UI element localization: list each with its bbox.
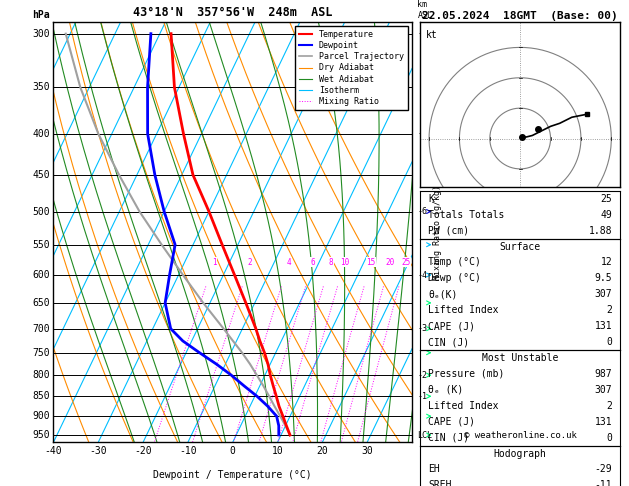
Text: 400: 400 — [32, 129, 50, 139]
Text: CAPE (J): CAPE (J) — [428, 417, 475, 427]
Text: © weatheronline.co.uk: © weatheronline.co.uk — [464, 431, 577, 440]
Text: km
ASL: km ASL — [418, 0, 432, 20]
Text: θₑ (K): θₑ (K) — [428, 385, 464, 395]
Text: Most Unstable: Most Unstable — [482, 353, 559, 363]
Text: 300: 300 — [32, 29, 50, 39]
Text: 0: 0 — [230, 447, 236, 456]
Text: 6: 6 — [311, 258, 315, 266]
Text: 307: 307 — [594, 385, 612, 395]
Text: -30: -30 — [89, 447, 107, 456]
Text: Temp (°C): Temp (°C) — [428, 258, 481, 267]
Text: 8: 8 — [328, 258, 333, 266]
Text: Hodograph: Hodograph — [494, 449, 547, 458]
Text: 1.88: 1.88 — [589, 226, 612, 236]
Text: 500: 500 — [32, 207, 50, 217]
Legend: Temperature, Dewpoint, Parcel Trajectory, Dry Adiabat, Wet Adiabat, Isotherm, Mi: Temperature, Dewpoint, Parcel Trajectory… — [296, 26, 408, 110]
Text: 700: 700 — [32, 324, 50, 334]
Text: 850: 850 — [32, 391, 50, 401]
Text: Dewpoint / Temperature (°C): Dewpoint / Temperature (°C) — [153, 469, 312, 480]
Text: 12: 12 — [601, 258, 612, 267]
Text: 22.05.2024  18GMT  (Base: 00): 22.05.2024 18GMT (Base: 00) — [422, 11, 618, 21]
Text: CIN (J): CIN (J) — [428, 337, 469, 347]
Text: 987: 987 — [594, 369, 612, 379]
Text: -20: -20 — [134, 447, 152, 456]
Text: 2: 2 — [606, 401, 612, 411]
Text: Mixing Ratio (g/kg): Mixing Ratio (g/kg) — [433, 185, 442, 279]
Text: Totals Totals: Totals Totals — [428, 209, 504, 220]
Text: Dewp (°C): Dewp (°C) — [428, 273, 481, 283]
Text: 307: 307 — [594, 289, 612, 299]
Text: -4: -4 — [418, 271, 427, 279]
Text: kt: kt — [426, 30, 438, 40]
Text: -7: -7 — [418, 129, 427, 139]
Text: PW (cm): PW (cm) — [428, 226, 469, 236]
Text: 750: 750 — [32, 347, 50, 358]
Text: SREH: SREH — [428, 480, 452, 486]
Text: 49: 49 — [601, 209, 612, 220]
Text: 0: 0 — [606, 337, 612, 347]
Text: Lifted Index: Lifted Index — [428, 401, 499, 411]
Text: Lifted Index: Lifted Index — [428, 305, 499, 315]
Text: 600: 600 — [32, 270, 50, 280]
Text: 800: 800 — [32, 370, 50, 380]
Text: 0: 0 — [606, 433, 612, 443]
Text: 20: 20 — [386, 258, 395, 266]
Text: 25: 25 — [601, 194, 612, 204]
Text: 950: 950 — [32, 430, 50, 440]
Text: 2: 2 — [248, 258, 252, 266]
Text: -1: -1 — [418, 392, 427, 401]
Text: 350: 350 — [32, 82, 50, 92]
Text: -11: -11 — [594, 480, 612, 486]
Text: 131: 131 — [594, 321, 612, 331]
Text: LCL: LCL — [418, 431, 432, 439]
Text: -6: -6 — [418, 207, 427, 216]
Text: 30: 30 — [361, 447, 373, 456]
Text: 25: 25 — [401, 258, 410, 266]
Text: -29: -29 — [594, 465, 612, 474]
Title: 43°18'N  357°56'W  248m  ASL: 43°18'N 357°56'W 248m ASL — [133, 6, 333, 19]
Text: 15: 15 — [366, 258, 376, 266]
Text: hPa: hPa — [32, 10, 50, 20]
Text: 2: 2 — [606, 305, 612, 315]
Text: K: K — [428, 194, 434, 204]
Text: 650: 650 — [32, 298, 50, 308]
Text: 1: 1 — [212, 258, 216, 266]
Text: 550: 550 — [32, 240, 50, 250]
Text: 450: 450 — [32, 170, 50, 180]
Text: -2: -2 — [418, 371, 427, 380]
Text: -10: -10 — [179, 447, 197, 456]
Text: -8: -8 — [418, 29, 427, 38]
Text: 10: 10 — [340, 258, 349, 266]
Text: θₑ(K): θₑ(K) — [428, 289, 457, 299]
Text: 900: 900 — [32, 411, 50, 421]
Text: EH: EH — [428, 465, 440, 474]
Text: Pressure (mb): Pressure (mb) — [428, 369, 504, 379]
Text: 20: 20 — [316, 447, 328, 456]
Text: -3: -3 — [418, 324, 427, 333]
Text: CIN (J): CIN (J) — [428, 433, 469, 443]
Text: -40: -40 — [45, 447, 62, 456]
Text: 10: 10 — [272, 447, 284, 456]
Text: Surface: Surface — [499, 242, 541, 252]
Text: CAPE (J): CAPE (J) — [428, 321, 475, 331]
Text: 4: 4 — [287, 258, 291, 266]
Text: 9.5: 9.5 — [594, 273, 612, 283]
Text: 131: 131 — [594, 417, 612, 427]
